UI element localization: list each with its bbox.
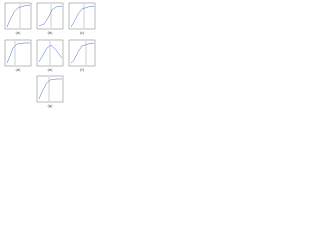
panel-label: (c): [80, 31, 85, 35]
panel-label: (b): [47, 31, 53, 35]
panel: (f): [68, 39, 96, 72]
plot-frame: [68, 2, 96, 30]
plot-curve: [6, 4, 31, 28]
plot-frame: [4, 39, 32, 67]
plot-frame: [36, 2, 64, 30]
panel: (d): [4, 39, 32, 72]
plot-curve: [38, 5, 63, 27]
panel: (a): [4, 2, 32, 35]
panel: (g): [36, 75, 64, 108]
page: (a) (b) (c) (d) (e) (f) (g) (() => { con…: [0, 0, 100, 111]
panel-label: (d): [15, 68, 21, 72]
panel: (e): [36, 39, 64, 72]
panel-label: (f): [80, 68, 85, 72]
figure: (a) (b) (c) (d) (e) (f) (g): [4, 2, 96, 108]
panel: (b): [36, 2, 64, 35]
panel-label: (g): [47, 104, 53, 108]
panel: (c): [68, 2, 96, 35]
plot-curve: [38, 78, 62, 100]
plot-curve: [70, 5, 95, 28]
panel-label: (a): [15, 31, 21, 35]
panel-label: (e): [47, 68, 53, 72]
plot-curve: [38, 44, 63, 63]
plot-frame: [68, 39, 96, 67]
plot-curve: [70, 42, 95, 64]
plot-frame: [4, 2, 32, 30]
